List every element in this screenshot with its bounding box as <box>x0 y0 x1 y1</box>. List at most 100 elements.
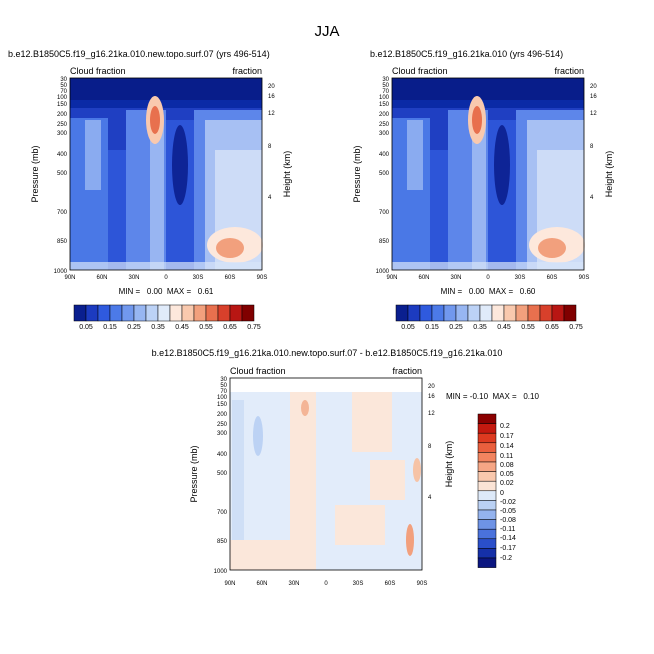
panel-3-cb-label: 0.11 <box>500 453 513 460</box>
panel-3-colorbar-swatch <box>477 538 497 549</box>
panel-2-ytick: 700 <box>379 210 390 216</box>
panel-1-colorbar-swatch <box>121 304 135 322</box>
panel-2-ytick: 70 <box>382 89 389 95</box>
panel-1-y2tick: 8 <box>268 144 272 150</box>
panel-2-colorbar: 0.05 0.15 0.25 0.35 0.45 0.55 0.65 0.75 <box>395 304 583 331</box>
panel-2-xtick: 30N <box>450 275 461 281</box>
panel-3-ytick: 1000 <box>214 569 228 575</box>
panel-3-y2label: Height (km) <box>444 441 454 488</box>
panel-2-ytick: 850 <box>379 239 390 245</box>
panel-2-cb-label: 0.15 <box>425 324 439 331</box>
panel-2-ytick: 300 <box>379 131 390 137</box>
panel-1-colorbar-swatch <box>229 304 243 322</box>
panel-2-xtick: 30S <box>515 275 526 281</box>
panel-3-cb-label: 0.14 <box>500 443 514 450</box>
panel-2-colorbar-swatch <box>527 304 541 322</box>
panel-1-y2tick: 16 <box>268 94 275 100</box>
panel-3-y2-ticks: 20 16 12 8 4 <box>428 384 435 501</box>
panel-2-colorbar-swatch <box>515 304 529 322</box>
panel-2-ylabel: Pressure (mb) <box>352 145 362 202</box>
panel-2-plot-area <box>391 77 585 271</box>
panel-1-y2label: Height (km) <box>282 151 292 198</box>
panel-1-colorbar-swatch <box>193 304 207 322</box>
panel-3: b.e12.B1850C5.f19_g16.21ka.010.new.topo.… <box>152 348 540 587</box>
panel-3-colorbar-swatch <box>477 490 497 501</box>
panel-2-colorbar-swatch <box>407 304 421 322</box>
panel-1-subtitle-left: Cloud fraction <box>70 66 126 76</box>
panel-1-cb-label: 0.65 <box>223 324 237 331</box>
panel-1-cb-label: 0.55 <box>199 324 213 331</box>
panel-3-ylabel: Pressure (mb) <box>189 445 199 502</box>
panel-3-colorbar-labels: 0.2 0.17 0.14 0.11 0.08 0.05 0.02 0 -0.0… <box>500 423 516 562</box>
panel-3-cb-label: -0.08 <box>500 517 516 524</box>
panel-3-xtick: 0 <box>324 581 328 587</box>
panel-3-cb-label: 0 <box>500 490 504 497</box>
panel-3-plot-area <box>229 377 423 571</box>
panel-3-ytick: 50 <box>220 383 227 389</box>
panel-1-colorbar: 0.05 0.15 0.25 0.35 0.45 0.55 0.65 0.75 <box>73 304 261 331</box>
panel-3-cb-label: -0.02 <box>500 499 516 506</box>
panel-3-colorbar-swatch <box>477 461 497 472</box>
panel-3-y2tick: 20 <box>428 384 435 390</box>
panel-2-xtick: 60S <box>547 275 558 281</box>
panel-3-cb-label: -0.2 <box>500 555 512 562</box>
panel-3-ytick: 250 <box>217 422 228 428</box>
panel-1-ytick: 200 <box>57 112 68 118</box>
panel-1-ytick: 70 <box>60 89 67 95</box>
panel-2-colorbar-swatch <box>455 304 469 322</box>
panel-2-cb-label: 0.75 <box>569 324 583 331</box>
panel-2-ytick: 50 <box>382 83 389 89</box>
panel-1-xtick: 60S <box>225 275 236 281</box>
panel-3-colorbar-swatch <box>477 500 497 511</box>
panel-3-title: b.e12.B1850C5.f19_g16.21ka.010.new.topo.… <box>152 348 503 358</box>
panel-2-cb-label: 0.25 <box>449 324 463 331</box>
panel-2-ytick: 500 <box>379 171 390 177</box>
panel-1-ytick: 30 <box>60 77 67 83</box>
panel-3-colorbar-swatch <box>477 519 497 530</box>
panel-3-xtick: 30N <box>288 581 299 587</box>
panel-3-cb-label: -0.05 <box>500 508 516 515</box>
panel-1-colorbar-swatch <box>181 304 195 322</box>
panel-2-colorbar-swatch <box>563 304 577 322</box>
panel-3-ytick: 200 <box>217 412 228 418</box>
panel-3-cb-label: 0.2 <box>500 423 510 430</box>
panel-3-ytick: 700 <box>217 510 228 516</box>
panel-2-title: b.e12.B1850C5.f19_g16.21ka.010 (yrs 496-… <box>370 49 563 59</box>
panel-2: b.e12.B1850C5.f19_g16.21ka.010 (yrs 496-… <box>352 49 614 331</box>
panel-3-xtick: 90S <box>417 581 428 587</box>
panel-3-x-ticks: 90N 60N 30N 0 30S 60S 90S <box>224 581 427 587</box>
panel-3-colorbar-swatch <box>477 423 497 434</box>
panel-1-xtick: 90N <box>64 275 75 281</box>
panel-3-colorbar-swatch <box>477 452 497 463</box>
panel-3-colorbar-swatch <box>477 413 497 424</box>
panel-3-cb-label: -0.14 <box>500 535 516 542</box>
figure-title: JJA <box>314 23 339 40</box>
panel-2-colorbar-swatch <box>443 304 457 322</box>
panel-2-ytick: 100 <box>379 95 390 101</box>
panel-3-ytick: 300 <box>217 431 228 437</box>
panel-2-y2tick: 4 <box>590 195 594 201</box>
panel-3-ytick: 70 <box>220 389 227 395</box>
panel-1-y2tick: 4 <box>268 195 272 201</box>
panel-3-colorbar-swatch <box>477 480 497 492</box>
panel-1-ylabel: Pressure (mb) <box>30 145 40 202</box>
panel-3-colorbar-swatch <box>477 548 497 559</box>
panel-1-xtick: 90S <box>257 275 268 281</box>
panel-1-title: b.e12.B1850C5.f19_g16.21ka.010.new.topo.… <box>8 49 270 59</box>
panel-3-ytick: 400 <box>217 452 228 458</box>
panel-3-colorbar: 0.2 0.17 0.14 0.11 0.08 0.05 0.02 0 -0.0… <box>477 413 516 568</box>
panel-3-subtitle-right: fraction <box>392 366 422 376</box>
panel-1-ytick: 400 <box>57 152 68 158</box>
panel-3-xtick: 60S <box>385 581 396 587</box>
panel-3-subtitle-left: Cloud fraction <box>230 366 286 376</box>
panel-3-stats: MIN = -0.10 MAX = 0.10 <box>446 392 539 401</box>
panel-1-ytick: 850 <box>57 239 68 245</box>
panel-2-subtitle-right: fraction <box>554 66 584 76</box>
panel-3-colorbar-swatch <box>477 528 497 540</box>
panel-2-y2tick: 20 <box>590 84 597 90</box>
panel-3-cb-label: -0.17 <box>500 545 516 552</box>
panel-3-ytick: 100 <box>217 395 228 401</box>
panel-2-colorbar-swatch <box>431 304 445 322</box>
panel-3-cb-label: 0.17 <box>500 433 514 440</box>
